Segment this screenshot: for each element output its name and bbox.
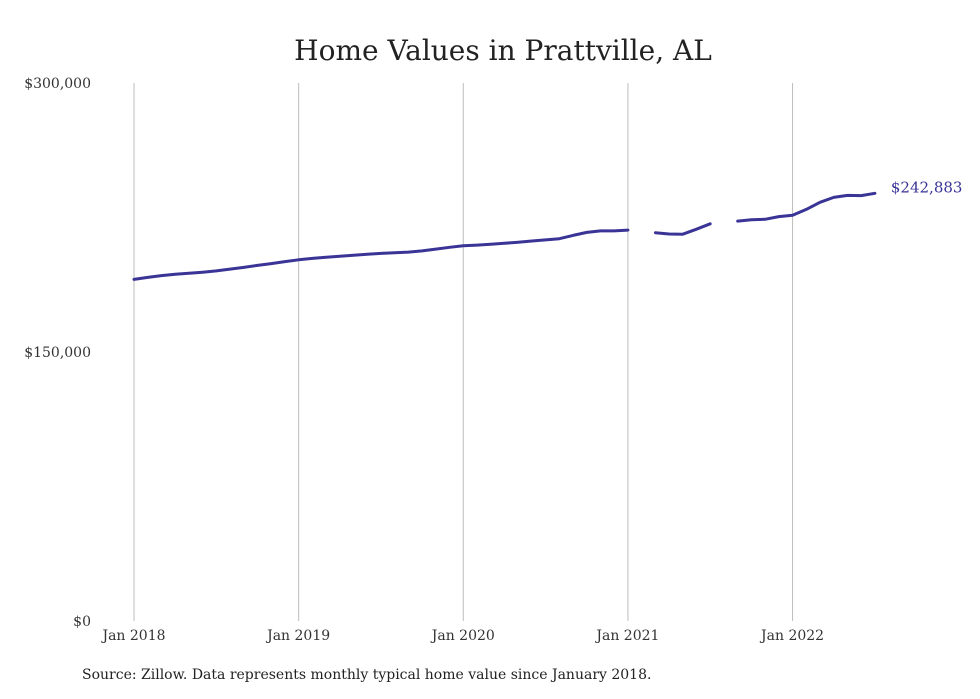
x-tick-label: Jan 2019 xyxy=(265,628,330,644)
y-tick-label: $150,000 xyxy=(24,345,91,361)
series-line-segment-0 xyxy=(132,228,630,281)
y-axis-ticks: $0 $150,000 $300,000 xyxy=(24,76,91,630)
y-tick-label: $0 xyxy=(73,614,91,630)
end-value-label: $242,883 xyxy=(891,178,963,196)
x-tick-label: Jan 2018 xyxy=(100,628,165,644)
y-tick-label: $300,000 xyxy=(24,76,91,92)
x-tick-label: Jan 2022 xyxy=(759,628,824,644)
series-line-segment-2 xyxy=(736,191,877,223)
x-axis-ticks: Jan 2018 Jan 2019 Jan 2020 Jan 2021 Jan 2022 xyxy=(100,628,824,644)
x-tick-label: Jan 2021 xyxy=(594,628,659,644)
chart-title: Home Values in Prattville, AL xyxy=(294,34,712,67)
x-tick-label: Jan 2020 xyxy=(430,628,495,644)
line-chart: Home Values in Prattville, AL $0 $150,000… xyxy=(24,34,963,644)
series-home-value xyxy=(132,191,877,281)
series-line-segment-1 xyxy=(653,222,712,236)
source-note: Source: Zillow. Data represents monthly … xyxy=(82,667,652,683)
vertical-gridlines xyxy=(133,83,794,621)
